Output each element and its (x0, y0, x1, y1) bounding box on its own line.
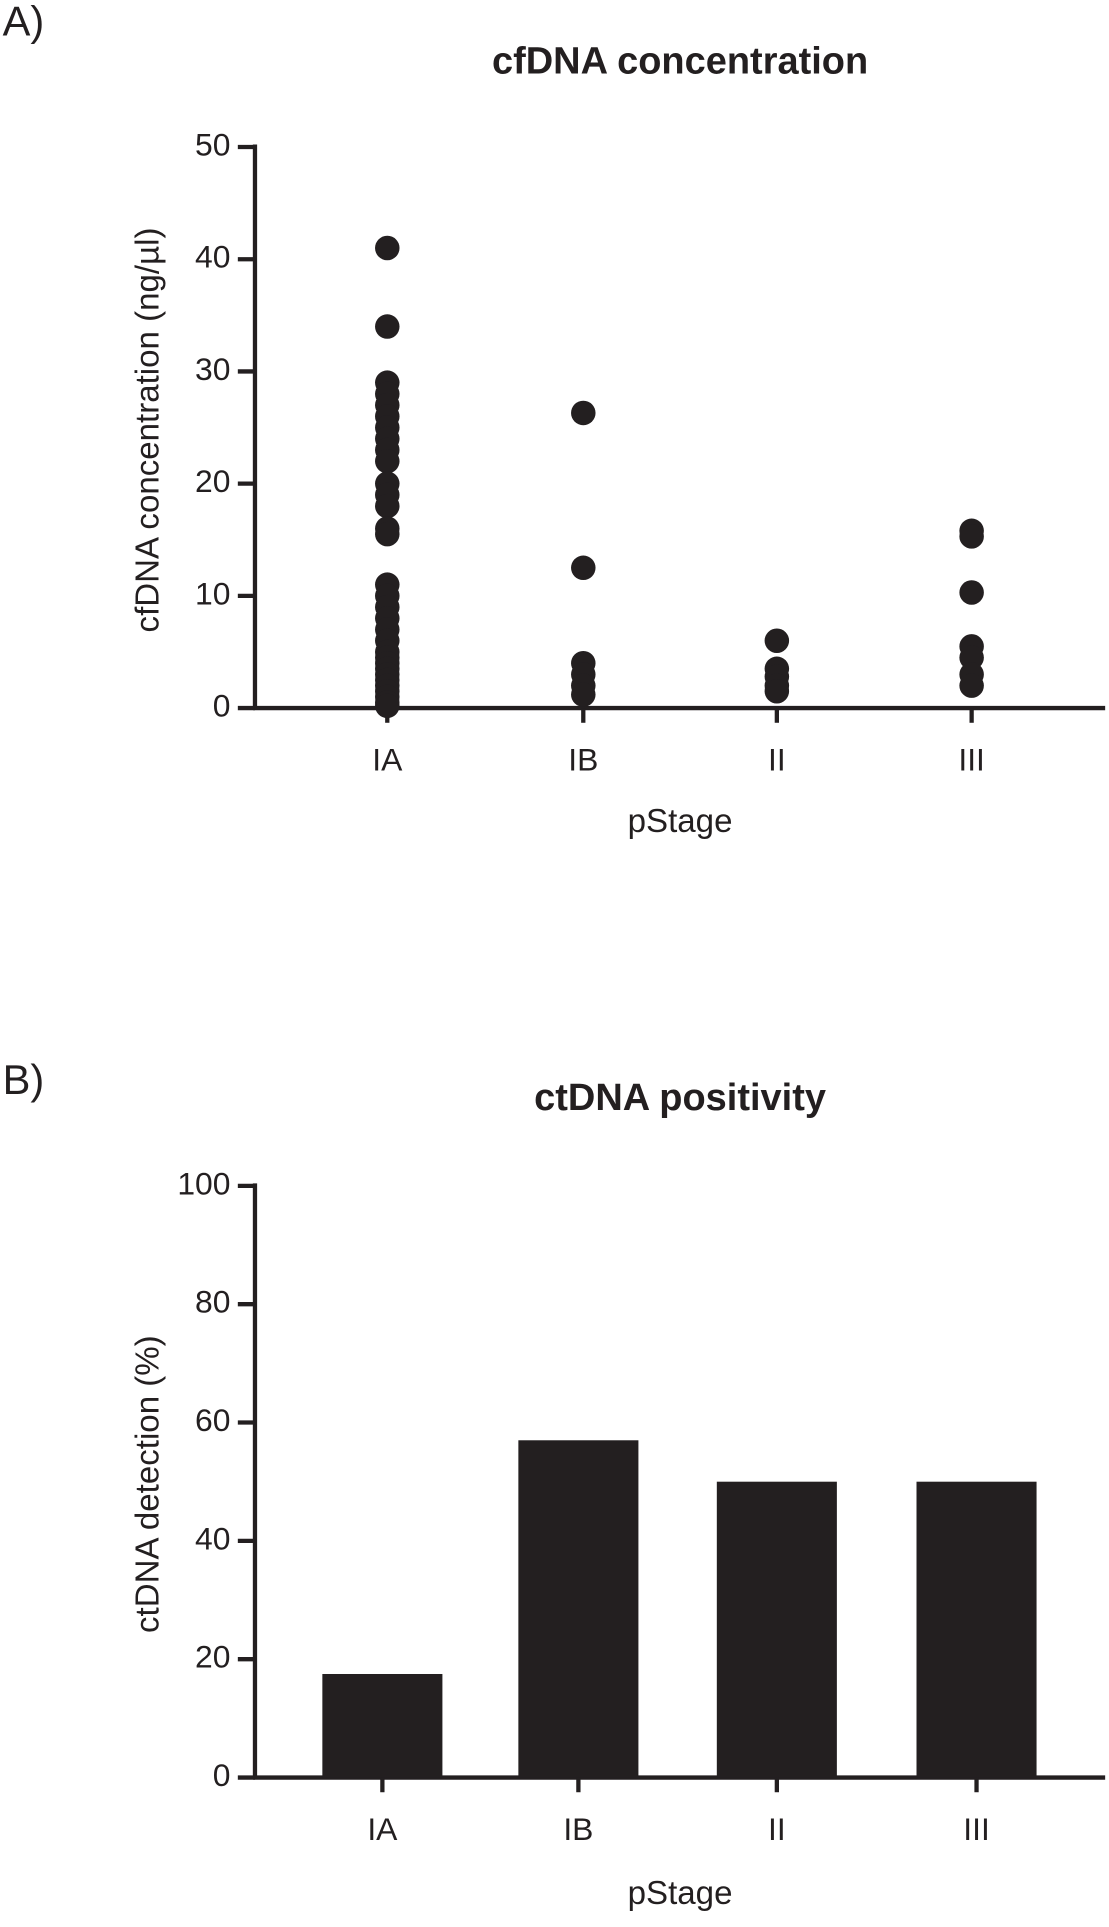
data-point (959, 524, 984, 549)
bar (916, 1481, 1037, 1778)
y-tick-label: 20 (195, 1639, 230, 1675)
y-tick-label: 60 (195, 1402, 230, 1438)
x-tick-label: IA (367, 1811, 398, 1847)
chart-title: ctDNA positivity (534, 1077, 826, 1119)
y-tick-label: 10 (195, 575, 230, 611)
data-point (571, 400, 596, 426)
data-point (571, 682, 596, 707)
data-point (375, 314, 400, 339)
x-tick-label: IA (372, 741, 403, 777)
x-axis-label: pStage (628, 1875, 733, 1912)
x-tick-label: III (958, 741, 985, 777)
y-axis-label: cfDNA concentration (ng/µl) (129, 228, 166, 633)
data-point (571, 555, 596, 581)
y-tick-label: 20 (195, 463, 230, 499)
x-tick-label: II (768, 1811, 786, 1847)
data-point (375, 693, 400, 719)
data-point (375, 493, 400, 519)
x-tick-label: III (963, 1811, 990, 1847)
data-point (959, 580, 984, 605)
data-point (375, 235, 400, 261)
x-axis-label: pStage (628, 803, 733, 840)
y-axis-label: ctDNA detection (%) (129, 1335, 166, 1633)
x-tick-label: II (768, 741, 786, 777)
bar (518, 1440, 639, 1778)
y-tick-label: 40 (195, 1520, 230, 1556)
data-point (959, 673, 984, 698)
y-tick-label: 100 (177, 1165, 230, 1201)
data-point (959, 645, 984, 670)
y-tick-label: 0 (213, 687, 231, 723)
panel-label: A) (3, 0, 45, 45)
y-tick-label: 30 (195, 351, 230, 387)
y-tick-label: 0 (213, 1757, 231, 1793)
data-point (764, 628, 790, 653)
x-tick-label: IB (568, 741, 598, 777)
panel-label: B) (3, 1056, 45, 1103)
chart-title: cfDNA concentration (492, 41, 868, 83)
x-tick-label: IB (563, 1811, 593, 1847)
bar (716, 1481, 837, 1778)
data-point (375, 448, 400, 474)
bar (322, 1673, 443, 1778)
y-tick-label: 50 (195, 126, 230, 162)
data-point (764, 678, 790, 704)
data-point (375, 521, 400, 547)
y-tick-label: 80 (195, 1284, 230, 1320)
y-tick-label: 40 (195, 239, 230, 275)
